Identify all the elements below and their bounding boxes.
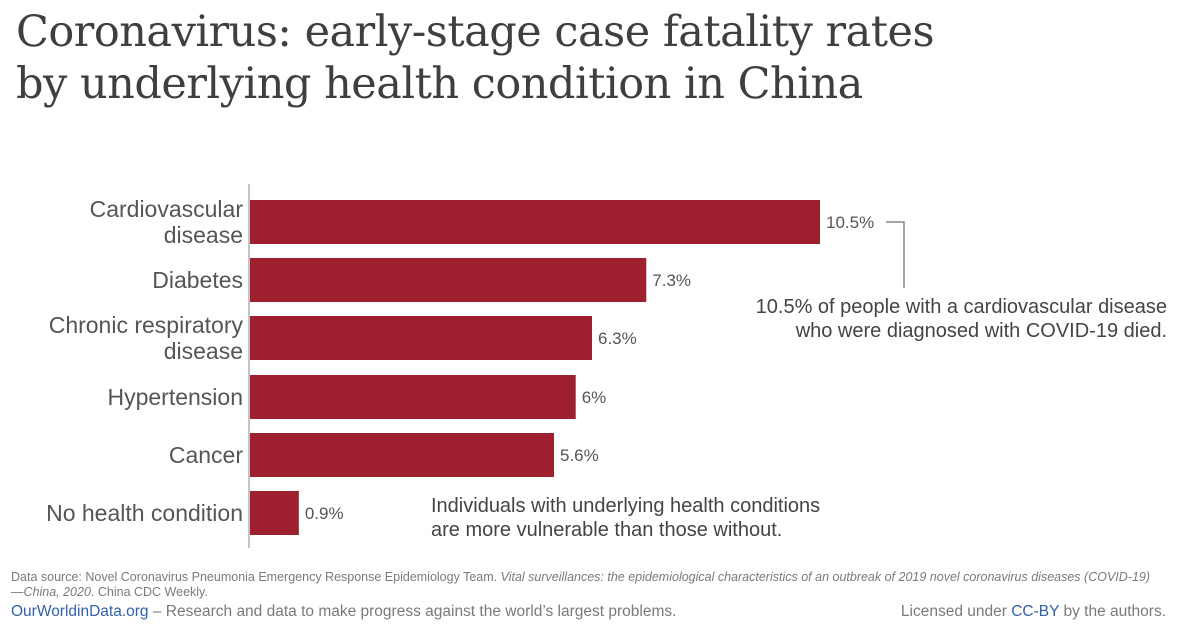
owid-link[interactable]: OurWorldinData.org xyxy=(11,603,149,620)
bar-chart: 10.5%Cardiovasculardisease7.3%Diabetes6.… xyxy=(46,184,1167,548)
chart-title-line-1: Coronavirus: early-stage case fatality r… xyxy=(16,7,935,57)
category-label-chronic-respiratory-disease-line-2: disease xyxy=(164,338,243,364)
license-prefix: Licensed under xyxy=(900,603,1012,620)
bar-cardiovascular-disease xyxy=(250,200,820,244)
annotation-cardiovascular-line-2: who were diagnosed with COVID-19 died. xyxy=(795,320,1167,342)
source-prefix: Data source: Novel Coronavirus Pneumonia… xyxy=(11,570,501,584)
bar-hypertension xyxy=(250,375,576,419)
category-label-hypertension: Hypertension xyxy=(107,384,243,410)
source-title: Vital surveillances: the epidemiological… xyxy=(11,570,1151,599)
annotation-cardiovascular-line-1: 10.5% of people with a cardiovascular di… xyxy=(756,296,1167,318)
bar-cancer xyxy=(250,433,554,477)
bar-diabetes xyxy=(250,258,647,302)
annotation-connector xyxy=(886,221,905,288)
chart-title: Coronavirus: early-stage case fatality r… xyxy=(16,6,935,110)
annotation-vulnerable-line-2: are more vulnerable than those without. xyxy=(431,519,782,541)
source-suffix: . China CDC Weekly. xyxy=(90,585,208,599)
category-label-diabetes: Diabetes xyxy=(152,267,243,293)
category-label-cardiovascular-disease-line-2: disease xyxy=(164,222,243,248)
value-label-cardiovascular-disease: 10.5% xyxy=(826,213,874,232)
data-source: Data source: Novel Coronavirus Pneumonia… xyxy=(11,570,1161,600)
category-label-no-health-condition: No health condition xyxy=(46,500,243,526)
value-label-chronic-respiratory-disease: 6.3% xyxy=(598,329,637,348)
category-label-chronic-respiratory-disease-line-1: Chronic respiratory xyxy=(49,312,244,338)
category-label-cardiovascular-disease-line-1: Cardiovascular xyxy=(90,196,244,222)
license-suffix: by the authors. xyxy=(1059,603,1166,620)
value-label-no-health-condition: 0.9% xyxy=(305,504,344,523)
owid-tagline: OurWorldinData.org – Research and data t… xyxy=(11,603,676,621)
value-label-cancer: 5.6% xyxy=(560,446,599,465)
annotation-vulnerable-line-1: Individuals with underlying health condi… xyxy=(431,495,820,517)
category-label-cancer: Cancer xyxy=(169,442,243,468)
bar-no-health-condition xyxy=(250,491,299,535)
bar-chronic-respiratory-disease xyxy=(250,316,592,360)
tagline-text: – Research and data to make progress aga… xyxy=(148,603,677,620)
value-label-hypertension: 6% xyxy=(582,388,607,407)
chart-title-line-2: by underlying health condition in China xyxy=(16,59,863,109)
license-note: Licensed under CC-BY by the authors. xyxy=(901,603,1166,621)
value-label-diabetes: 7.3% xyxy=(652,271,691,290)
cc-by-link[interactable]: CC-BY xyxy=(1011,603,1060,620)
